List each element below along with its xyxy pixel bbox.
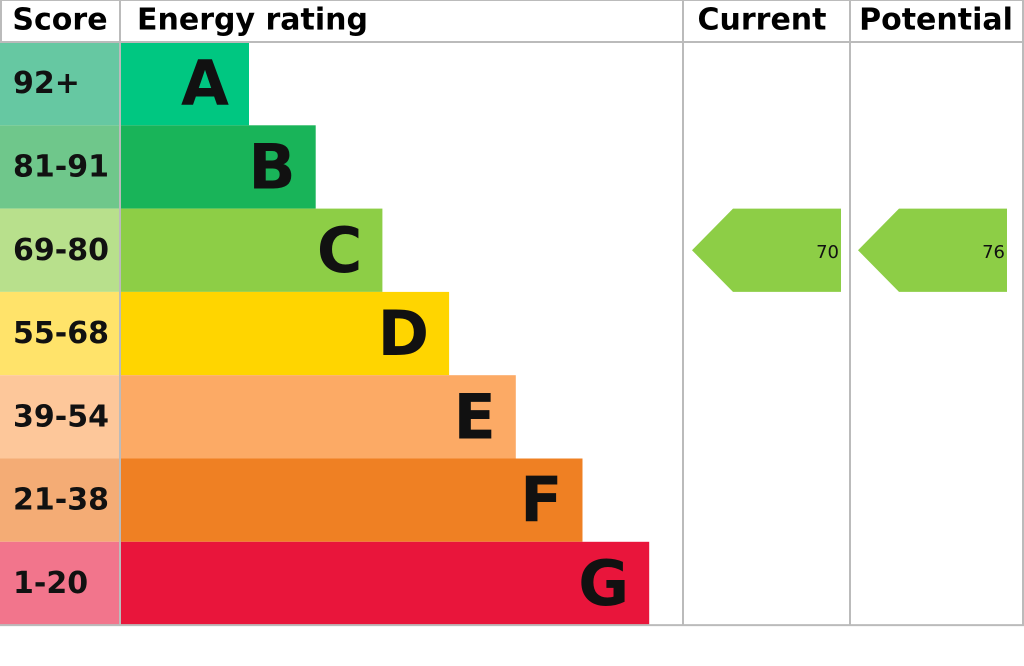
score-label: 81-91: [13, 149, 109, 184]
potential-header: Potential: [859, 3, 1013, 38]
score-cell: [0, 291, 120, 376]
score-label: 69-80: [13, 233, 109, 268]
score-header: Score: [12, 3, 107, 38]
rating-letter: B: [248, 130, 295, 203]
score-cell: [0, 125, 120, 209]
rating-letter: D: [378, 297, 429, 370]
score-label: 92+: [13, 66, 80, 101]
rating-bar: [120, 375, 516, 459]
current-arrow: [692, 208, 841, 292]
current-header: Current: [697, 3, 826, 38]
rating-letter: F: [520, 464, 562, 537]
rating-letter: G: [578, 547, 629, 620]
rating-bar: [120, 125, 316, 209]
score-label: 55-68: [13, 316, 109, 351]
rating-bar: [120, 42, 249, 126]
score-cell: [0, 458, 120, 542]
rating-letter: E: [453, 380, 495, 453]
score-cell: [0, 541, 120, 626]
rating-letter: A: [181, 47, 229, 120]
rating-bar: [120, 458, 583, 542]
score-label: 21-38: [13, 483, 109, 518]
rating-letter: C: [317, 214, 363, 287]
score-label: 39-54: [13, 399, 109, 434]
rating-bar: [120, 291, 450, 376]
score-cell: [0, 208, 120, 292]
rating-header: Energy rating: [137, 3, 368, 38]
current-value: 70: [816, 242, 839, 263]
potential-value: 76: [982, 242, 1005, 263]
score-label: 1-20: [13, 566, 88, 601]
rating-bar: [120, 541, 650, 626]
potential-arrow: [858, 208, 1007, 292]
score-cell: [0, 375, 120, 459]
rating-bar: [120, 208, 383, 292]
score-cell: [0, 42, 120, 126]
